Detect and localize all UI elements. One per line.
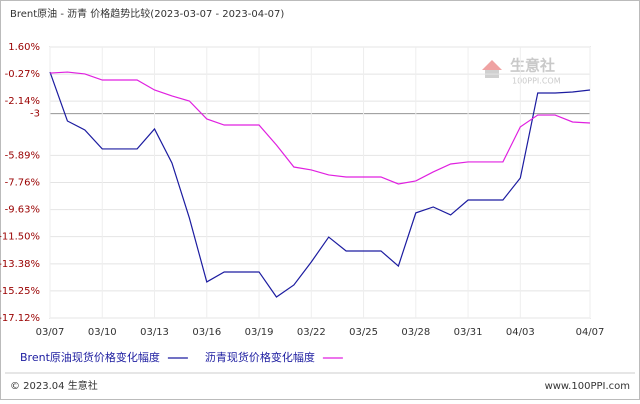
x-tick-label: 03/13 (140, 327, 169, 338)
y-tick-label: -7.76% (5, 178, 40, 189)
y-tick-label: -13.38% (0, 259, 40, 270)
watermark-text: 生意社 (510, 57, 555, 75)
chart-title: Brent原油 - 沥青 价格趋势比较(2023-03-07 - 2023-04… (10, 7, 284, 20)
y-tick-label: -0.27% (5, 69, 40, 80)
x-tick-label: 03/16 (192, 327, 221, 338)
y-tick-label: -15.25% (0, 286, 40, 297)
footer-right: www.100PPI.com (545, 381, 630, 392)
x-tick-label: 03/22 (297, 327, 326, 338)
footer-left: © 2023.04 生意社 (10, 379, 98, 392)
y-tick-label: 1.60% (8, 42, 40, 53)
x-tick-label: 03/10 (88, 327, 117, 338)
x-tick-label: 03/31 (454, 327, 483, 338)
watermark-icon (482, 60, 502, 70)
y-tick-label: -9.63% (5, 205, 40, 216)
x-tick-label: 03/07 (36, 327, 65, 338)
y-tick-label: -17.12% (0, 313, 40, 324)
y-tick-label: -11.50% (0, 232, 40, 243)
legend-label: Brent原油现货价格变化幅度 (20, 350, 160, 364)
x-tick-label: 03/25 (349, 327, 378, 338)
legend-label: 沥青现货价格变化幅度 (205, 350, 315, 364)
y-tick-label: -5.89% (5, 150, 40, 161)
x-tick-label: 04/07 (576, 327, 605, 338)
y-tick-label: -3 (30, 109, 40, 120)
series-line (49, 71, 591, 185)
x-tick-label: 03/19 (245, 327, 274, 338)
y-tick-label: -2.14% (5, 96, 40, 107)
series-line (49, 71, 591, 298)
x-tick-label: 03/28 (401, 327, 430, 338)
watermark-text: 100PPI.COM (512, 77, 561, 86)
x-tick-label: 04/03 (506, 327, 535, 338)
